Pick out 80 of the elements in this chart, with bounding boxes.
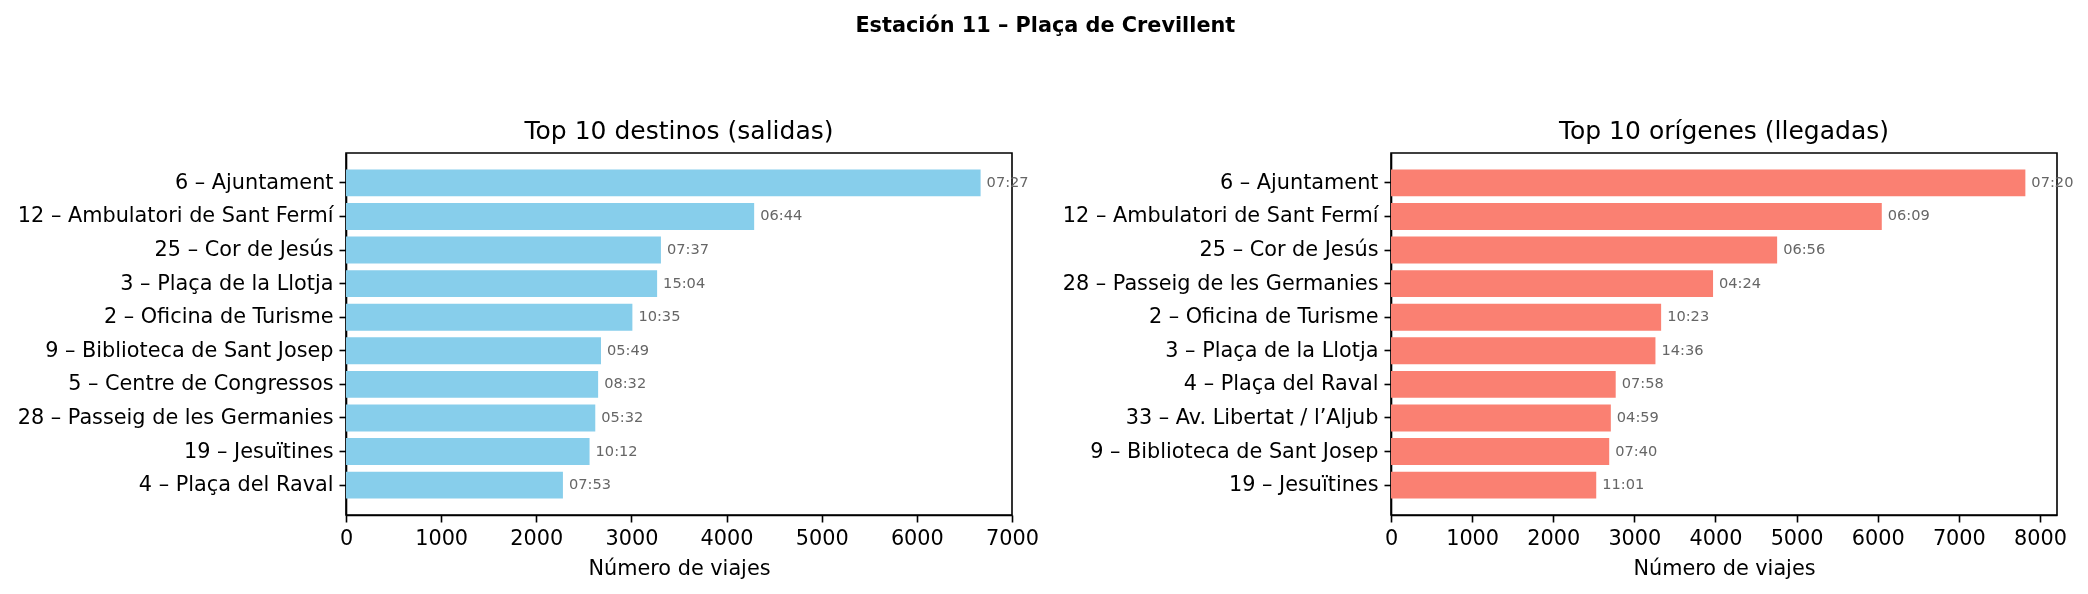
annotation: 10:35: [638, 307, 681, 325]
x-tick-label: 3000: [605, 525, 659, 550]
y-tick-label: 33 – Av. Libertat / l’Aljub: [1125, 404, 1379, 429]
bar: [346, 471, 563, 499]
x-tick-label: 1000: [1446, 525, 1500, 550]
annotation: 07:40: [1615, 441, 1658, 459]
annotation: 08:32: [604, 374, 647, 392]
chart-title: Top 10 orígenes (llegadas): [1557, 116, 1890, 145]
y-tick-label: 4 – Plaça del Raval: [1183, 371, 1379, 396]
x-tick-label: 8000: [2014, 525, 2067, 550]
bar: [346, 438, 590, 465]
y-tick-label: 28 – Passeig de les Germanies: [1062, 270, 1379, 295]
bar: [1391, 404, 1611, 432]
annotation: 06:56: [1783, 240, 1826, 258]
x-tick-label: 6000: [890, 525, 944, 550]
x-tick-label: 5000: [795, 525, 849, 550]
x-tick-label: 2000: [1527, 525, 1581, 550]
y-tick-label: 25 – Cor de Jesús: [154, 237, 334, 262]
y-tick-label: 6 – Ajuntament: [174, 169, 334, 194]
bar: [346, 270, 658, 298]
text: Estación 11 – Plaça de Crevillent: [855, 13, 1236, 38]
bar: [346, 337, 601, 365]
annotation: 07:53: [568, 475, 611, 493]
bar: [1391, 337, 1656, 365]
x-axis-title: Número de viajes: [588, 556, 771, 581]
y-tick-label: 9 – Biblioteca de Sant Josep: [45, 337, 334, 362]
annotation: 07:58: [1621, 374, 1664, 392]
x-tick-label: 2000: [510, 525, 564, 550]
y-tick-label: 2 – Oficina de Turisme: [103, 304, 334, 329]
bar: [1391, 370, 1616, 398]
annotation: 04:59: [1616, 407, 1659, 425]
bar: [346, 203, 755, 230]
annotation: 10:12: [595, 441, 638, 459]
y-tick-label: 19 – Jesuïtines: [1228, 472, 1379, 497]
annotation: 04:24: [1719, 273, 1762, 291]
annotation: 05:49: [606, 340, 650, 358]
bar: [346, 169, 981, 197]
bar: [1391, 303, 1662, 331]
annotation: 11:01: [1602, 475, 1645, 493]
y-tick-label: 12 – Ambulatori de Sant Fermí: [1062, 203, 1380, 228]
annotation: 05:32: [601, 407, 644, 425]
x-tick-label: 7000: [1932, 525, 1986, 550]
annotation: 14:36: [1661, 340, 1704, 358]
x-tick-label: 1000: [415, 525, 469, 550]
annotation: 06:09: [1887, 206, 1930, 224]
y-tick-label: 25 – Cor de Jesús: [1199, 237, 1379, 262]
y-tick-label: 9 – Biblioteca de Sant Josep: [1090, 438, 1379, 463]
y-tick-label: 3 – Plaça de la Llotja: [120, 270, 334, 295]
x-tick-label: 0: [1384, 525, 1399, 550]
bar: [346, 236, 661, 264]
bar: [1391, 471, 1597, 499]
y-tick-label: 3 – Plaça de la Llotja: [1165, 337, 1379, 362]
annotation: 15:04: [663, 273, 706, 291]
bar: [1391, 169, 2026, 197]
y-tick-label: 4 – Plaça del Raval: [138, 472, 334, 497]
y-tick-label: 6 – Ajuntament: [1219, 169, 1379, 194]
x-tick-label: 0: [339, 525, 354, 550]
y-tick-label: 5 – Centre de Congressos: [68, 371, 334, 396]
y-tick-label: 2 – Oficina de Turisme: [1148, 304, 1379, 329]
y-tick-label: 19 – Jesuïtines: [183, 438, 334, 463]
x-tick-label: 6000: [1851, 525, 1905, 550]
x-tick-label: 4000: [700, 525, 754, 550]
x-tick-label: 7000: [986, 525, 1039, 550]
x-axis-title: Número de viajes: [1633, 556, 1816, 581]
bar: [346, 404, 596, 432]
x-tick-label: 5000: [1770, 525, 1824, 550]
x-tick-label: 3000: [1608, 525, 1662, 550]
bar: [1391, 236, 1778, 264]
annotation: 10:23: [1667, 307, 1710, 325]
bar: [346, 303, 633, 331]
bar: [346, 370, 599, 398]
x-tick-label: 4000: [1689, 525, 1743, 550]
bar: [1391, 203, 1882, 230]
y-tick-label: 12 – Ambulatori de Sant Fermí: [17, 203, 335, 228]
chart-title: Top 10 destinos (salidas): [523, 116, 834, 145]
bar: [1391, 438, 1610, 465]
bar: [1391, 270, 1714, 298]
annotation: 07:37: [666, 240, 709, 258]
annotation: 06:44: [760, 206, 803, 224]
y-tick-label: 28 – Passeig de les Germanies: [17, 404, 334, 429]
